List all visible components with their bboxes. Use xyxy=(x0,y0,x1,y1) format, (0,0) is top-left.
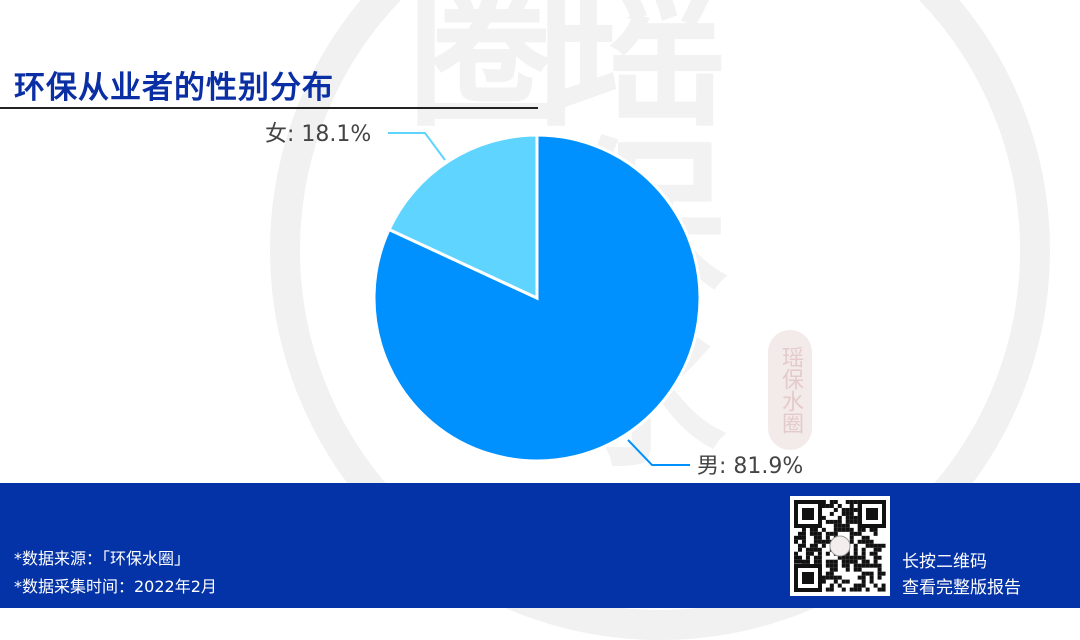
page-title: 环保从业者的性别分布 xyxy=(14,70,334,106)
pie-slice-女 xyxy=(387,133,539,301)
pie-chart: 女: 18.1% 男: 81.9% xyxy=(265,122,803,479)
leader-line-male xyxy=(627,439,690,466)
qr-code[interactable] xyxy=(790,496,890,596)
leader-line-female xyxy=(388,132,446,161)
footer-bar: *数据来源：「环保水圈」 *数据采集时间：2022年2月 长按二维码 查看完整版… xyxy=(0,483,1080,608)
slice-label-female: 女: 18.1% xyxy=(265,122,371,147)
watermark-seal: 瑶保水圈 xyxy=(768,330,812,450)
qr-caption-line2: 查看完整版报告 xyxy=(902,578,1021,598)
data-collection-time: *数据采集时间：2022年2月 xyxy=(14,577,217,596)
slice-label-male: 男: 81.9% xyxy=(697,454,803,479)
title-divider xyxy=(0,107,538,109)
data-source: *数据来源：「环保水圈」 xyxy=(14,549,191,568)
qr-caption-line1: 长按二维码 xyxy=(902,552,987,572)
